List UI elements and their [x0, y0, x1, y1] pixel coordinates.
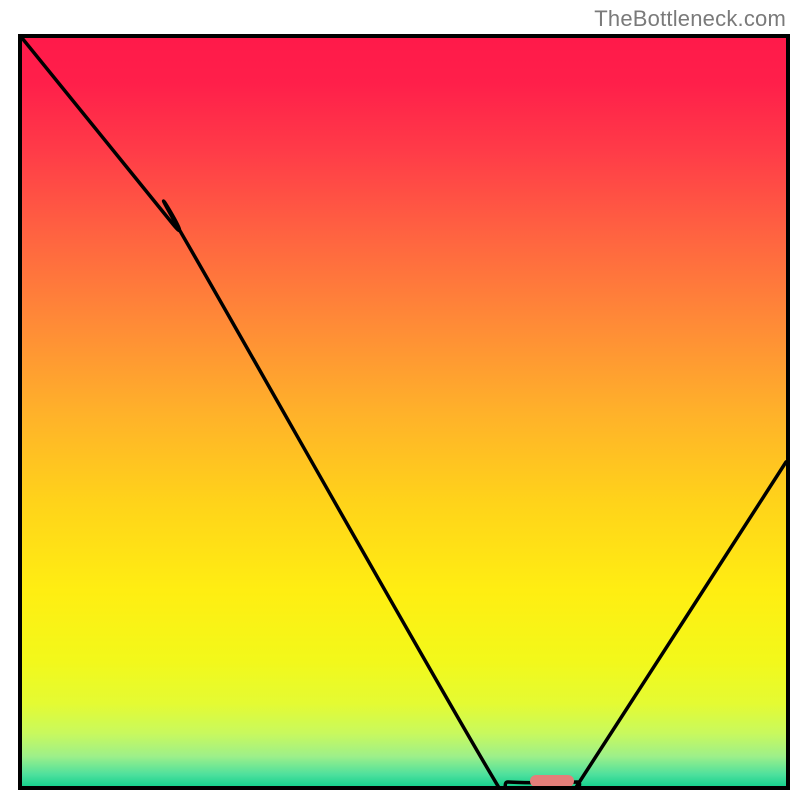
gradient-background — [22, 38, 786, 786]
optimum-marker — [530, 775, 574, 786]
chart-container: { "attribution": "TheBottleneck.com", "c… — [0, 0, 800, 800]
plot-area — [18, 34, 790, 790]
plot-svg — [22, 38, 786, 786]
attribution-text: TheBottleneck.com — [594, 6, 786, 32]
